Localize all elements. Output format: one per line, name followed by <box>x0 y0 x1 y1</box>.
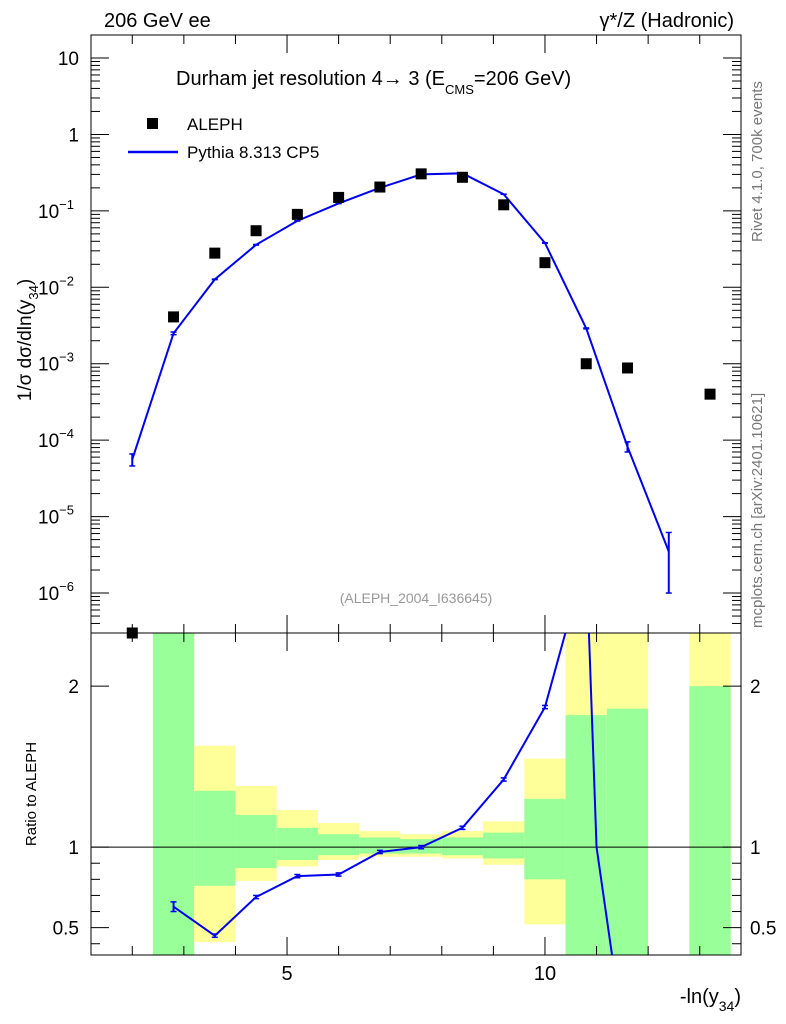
ratio-ytick-label-left: 2 <box>68 677 79 698</box>
main-ylabel-tail: ) <box>15 279 36 285</box>
main-axis-ticks: 10 1 10−1 10−2 10−3 10−4 10−5 10−6 <box>38 34 741 634</box>
main-ytick-label: 10−2 <box>38 273 74 299</box>
ratio-y-axis-label: Ratio to ALEPH <box>23 742 40 846</box>
aleph-point <box>498 199 510 211</box>
main-title: Durham jet resolution 4→ 3 (ECMS=206 GeV… <box>176 68 571 97</box>
band-inner-12 <box>689 686 731 955</box>
aleph-point <box>209 247 221 259</box>
ratio-ytick-label-right: 0.5 <box>750 919 776 940</box>
xlabel-text: -ln(y <box>680 986 719 1008</box>
legend-label-aleph: ALEPH <box>187 115 243 134</box>
band-inner-5 <box>359 837 401 854</box>
aleph-point <box>704 388 716 400</box>
main-ytick-label: 10−3 <box>38 350 74 376</box>
main-ytick-label: 1 <box>68 125 79 146</box>
aleph-point <box>168 311 180 323</box>
aleph-point <box>415 168 427 180</box>
legend-label-pythia: Pythia 8.313 CP5 <box>187 143 319 162</box>
band-inner-3 <box>276 827 318 861</box>
aleph-point <box>374 181 386 193</box>
ratio-axis-ticks: 0.5 0.5 1 1 2 2 5 10 <box>53 633 776 985</box>
xlabel-tail: ) <box>734 986 741 1008</box>
uncertainty-bands <box>152 633 731 955</box>
header-right-label: γ*/Z (Hadronic) <box>600 10 734 32</box>
band-inner-4 <box>317 834 360 856</box>
aleph-point <box>333 191 345 203</box>
aleph-point <box>580 358 592 370</box>
analysis-watermark: (ALEPH_2004_I636645) <box>340 590 493 606</box>
band-inner-11 <box>606 708 649 955</box>
aleph-point <box>539 257 551 269</box>
main-ylabel-sub: 34 <box>26 285 41 299</box>
legend-marker-aleph <box>147 118 158 129</box>
main-y-axis-label: 1/σ dσ/dln(y34) <box>15 279 41 401</box>
x-axis-label: -ln(y34) <box>680 986 741 1014</box>
aleph-point <box>456 171 468 183</box>
header-left-label: 206 GeV ee <box>104 10 211 32</box>
band-inner-1 <box>194 790 236 886</box>
source-label: mcplots.cern.ch [arXiv:2401.10621] <box>749 393 766 628</box>
xlabel-sub: 34 <box>719 998 735 1014</box>
band-inner-8 <box>483 832 525 859</box>
ratio-xtick-label: 5 <box>281 963 292 985</box>
aleph-point <box>250 225 262 237</box>
main-ylabel-text: 1/σ dσ/dln(y <box>15 299 36 401</box>
main-series-layer <box>126 168 716 639</box>
main-ytick-label: 10−1 <box>38 197 74 223</box>
aleph-point <box>291 208 303 220</box>
ratio-ytick-label-left: 0.5 <box>53 919 79 940</box>
band-inner-9 <box>524 798 566 880</box>
ratio-ytick-label-left: 1 <box>68 838 79 859</box>
main-ytick-label: 10−4 <box>38 426 74 452</box>
main-ytick-label: 10 <box>58 49 79 70</box>
ratio-series-layer <box>170 633 614 955</box>
band-inner-2 <box>235 814 277 869</box>
main-title-tail: =206 GeV) <box>474 68 571 90</box>
main-title-sub: CMS <box>445 82 474 97</box>
ratio-plot-frame <box>90 632 742 956</box>
main-ytick-label: 10−5 <box>38 503 74 529</box>
main-title-text: Durham jet resolution 4→ 3 (E <box>176 68 445 90</box>
rivet-label: Rivet 4.1.0, 700k events <box>749 81 766 242</box>
ratio-ytick-label-right: 1 <box>750 838 761 859</box>
band-inner-10 <box>565 715 607 955</box>
aleph-point <box>622 362 634 374</box>
aleph-point <box>126 627 138 639</box>
pythia-line <box>131 172 670 552</box>
ratio-xtick-label: 10 <box>534 963 556 985</box>
main-ytick-label: 10−6 <box>38 579 74 605</box>
ratio-ytick-label-right: 2 <box>750 677 761 698</box>
band-inner-7 <box>441 837 484 856</box>
